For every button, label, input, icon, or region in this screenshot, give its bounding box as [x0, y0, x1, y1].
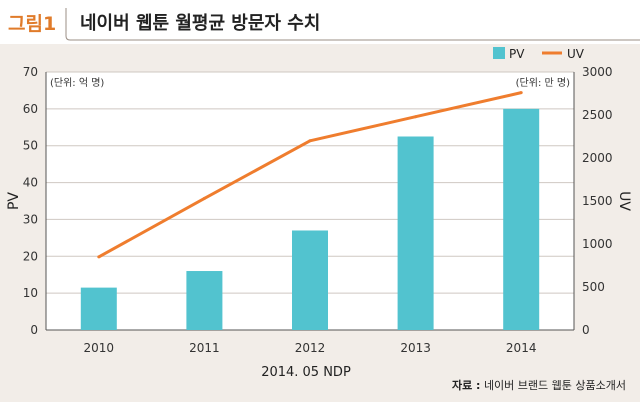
y-tick-label-right: 1000: [582, 237, 613, 251]
chart-title: 네이버 웹툰 월평균 방문자 수치: [80, 13, 321, 34]
source-label: 자료 :: [451, 379, 481, 392]
pv-bar: [186, 271, 223, 330]
x-tick-label: 2012: [295, 341, 326, 355]
unit-note-right: (단위: 만 명): [516, 76, 570, 89]
pv-bar: [397, 136, 434, 330]
uv-point: [308, 139, 312, 143]
source-text: 네이버 브랜드 웹툰 상품소개서: [483, 379, 626, 392]
pv-bar: [80, 287, 117, 330]
x-tick-label: 2010: [84, 341, 115, 355]
x-axis-title: 2014. 05 NDP: [261, 365, 351, 380]
legend-uv-label: UV: [567, 47, 585, 61]
y-tick-label-right: 2500: [582, 108, 613, 122]
y-axis-title-right: UV: [616, 191, 632, 211]
uv-point: [97, 255, 101, 259]
uv-point: [414, 115, 418, 119]
x-tick-label: 2013: [400, 341, 431, 355]
x-tick-label: 2014: [506, 341, 537, 355]
legend-pv-swatch: [493, 47, 505, 59]
uv-point: [519, 91, 523, 95]
source-note: 자료 : 네이버 브랜드 웹툰 상품소개서: [452, 377, 626, 393]
chart-svg: 0 10 20 30 40 50 60 70 0 500 1000 1500 2000 2500 3000 P…: [6, 47, 632, 380]
x-tick-label: 2011: [189, 341, 220, 355]
y-tick-label-left: 50: [23, 139, 38, 153]
y-tick-label-right: 1500: [582, 194, 613, 208]
legend-pv-label: PV: [509, 47, 525, 61]
unit-note-left: (단위: 억 명): [50, 76, 104, 89]
y-axis-title-left: PV: [6, 192, 22, 210]
y-tick-label-left: 70: [23, 65, 38, 79]
y-tick-label-left: 40: [23, 176, 38, 190]
y-tick-label-left: 60: [23, 102, 38, 116]
figure-header: 그림1 네이버 웹툰 월평균 방문자 수치: [0, 0, 640, 44]
figure-number: 그림1: [8, 13, 57, 35]
y-tick-label-left: 30: [23, 212, 38, 226]
y-tick-label-left: 0: [30, 323, 38, 337]
y-tick-label-right: 3000: [582, 65, 613, 79]
y-tick-label-left: 10: [23, 286, 38, 300]
y-tick-label-right: 2000: [582, 151, 613, 165]
pv-bar: [503, 108, 540, 330]
y-tick-label-right: 0: [582, 323, 590, 337]
y-tick-label-right: 500: [582, 280, 605, 294]
header-divider: [65, 8, 640, 41]
uv-point: [202, 196, 206, 200]
pv-bar: [292, 230, 328, 330]
y-tick-label-left: 20: [23, 249, 38, 263]
